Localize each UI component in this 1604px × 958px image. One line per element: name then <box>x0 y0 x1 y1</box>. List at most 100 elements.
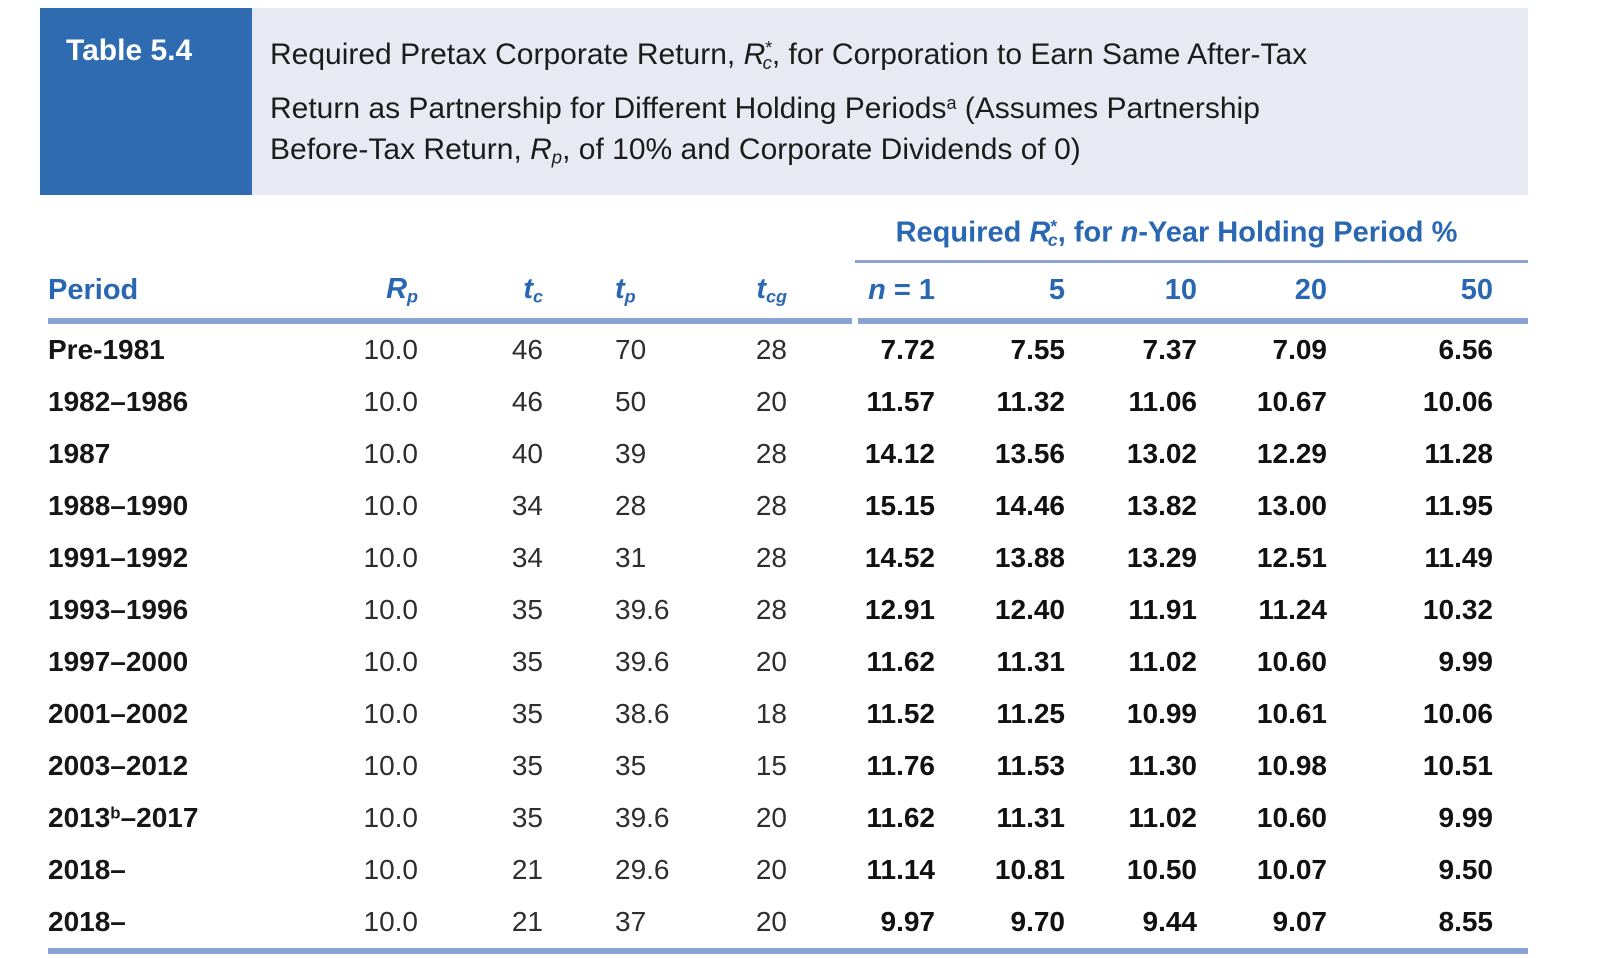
column-header-tcg: tcg <box>756 273 787 307</box>
cell-n20: 10.60 <box>1256 646 1327 678</box>
cell-n20: 10.60 <box>1256 802 1327 834</box>
table-title-line1: Required Pretax Corporate Return, R*c, f… <box>270 37 1308 73</box>
cell-n10: 13.29 <box>1126 542 1197 574</box>
cell-n5: 11.25 <box>996 698 1065 730</box>
cell-rp: 10.0 <box>363 386 419 418</box>
cell-tc: 21 <box>511 906 543 938</box>
cell-rp: 10.0 <box>363 542 419 574</box>
cell-n20: 13.00 <box>1256 490 1327 522</box>
cell-rp: 10.0 <box>363 334 419 366</box>
cell-period: 1991–1992 <box>48 542 189 574</box>
cell-period: 2018– <box>48 906 126 938</box>
cell-tp: 35 <box>615 750 647 782</box>
table-row: 1988–1990 10.0 34 28 28 15.15 14.46 13.8… <box>48 480 1528 532</box>
cell-n20: 12.29 <box>1256 438 1327 470</box>
cell-period: 1993–1996 <box>48 594 189 626</box>
table-title-line2: Return as Partnership for Different Hold… <box>270 91 1260 125</box>
group-header-required-rc: Required R*c, for n-Year Holding Period … <box>855 195 1528 264</box>
cell-tcg: 20 <box>755 802 787 834</box>
cell-n5: 11.32 <box>996 386 1065 418</box>
cell-n5: 13.88 <box>994 542 1065 574</box>
cell-n50: 9.50 <box>1438 854 1494 886</box>
cell-tp: 37 <box>615 906 647 938</box>
cell-period: 2018– <box>48 854 126 886</box>
column-header-tp: tp <box>615 273 636 307</box>
cell-n5: 9.70 <box>1010 906 1066 938</box>
cell-n10: 11.02 <box>1128 802 1197 834</box>
cell-tp: 39 <box>615 438 647 470</box>
cell-n5: 7.55 <box>1010 334 1066 366</box>
table-row: Pre-1981 10.0 46 70 28 7.72 7.55 7.37 7.… <box>48 324 1528 376</box>
cell-n5: 11.53 <box>996 750 1065 782</box>
cell-tp: 29.6 <box>615 854 670 886</box>
table-caption-band: Table 5.4 Required Pretax Corporate Retu… <box>40 8 1528 196</box>
cell-n10: 11.30 <box>1128 750 1197 782</box>
cell-n50: 11.49 <box>1424 542 1493 574</box>
cell-period: 1982–1986 <box>48 386 189 418</box>
cell-n10: 7.37 <box>1142 334 1198 366</box>
cell-n10: 10.99 <box>1126 698 1197 730</box>
cell-n1: 12.91 <box>864 594 935 626</box>
cell-tc: 40 <box>511 438 543 470</box>
cell-n50: 11.95 <box>1424 490 1493 522</box>
cell-tc: 35 <box>511 802 543 834</box>
table-row: 2018– 10.0 21 37 20 9.97 9.70 9.44 9.07 … <box>48 896 1528 948</box>
cell-n1: 11.62 <box>866 802 935 834</box>
footnote-marker-a: a <box>946 92 957 113</box>
cell-n5: 12.40 <box>994 594 1065 626</box>
column-header-rp: Rp <box>386 273 418 307</box>
cell-tcg: 15 <box>755 750 787 782</box>
cell-n20: 9.07 <box>1272 906 1328 938</box>
cell-n1: 11.52 <box>866 698 935 730</box>
cell-n10: 9.44 <box>1142 906 1198 938</box>
cell-tcg: 28 <box>755 334 787 366</box>
header-rule-left-segment <box>48 318 852 325</box>
cell-period: Pre-1981 <box>48 334 165 366</box>
table-row: 1982–1986 10.0 46 50 20 11.57 11.32 11.0… <box>48 376 1528 428</box>
cell-n1: 15.15 <box>864 490 935 522</box>
cell-n50: 9.99 <box>1438 646 1494 678</box>
cell-n10: 11.02 <box>1128 646 1197 678</box>
cell-rp: 10.0 <box>363 906 419 938</box>
cell-rp: 10.0 <box>363 438 419 470</box>
footnote-marker-b: b <box>110 803 121 823</box>
cell-rp: 10.0 <box>363 854 419 886</box>
cell-period: 1987 <box>48 438 111 470</box>
cell-tcg: 20 <box>755 386 787 418</box>
column-header-n1: n = 1 <box>868 274 935 307</box>
cell-tp: 39.6 <box>615 802 670 834</box>
cell-tp: 31 <box>615 542 647 574</box>
cell-tc: 34 <box>511 490 543 522</box>
table-row: 1993–1996 10.0 35 39.6 28 12.91 12.40 11… <box>48 584 1528 636</box>
table-row: 2013b–2017 10.0 35 39.6 20 11.62 11.31 1… <box>48 792 1528 844</box>
table-number-label: Table 5.4 <box>40 8 252 196</box>
table-row: 2018– 10.0 21 29.6 20 11.14 10.81 10.50 … <box>48 844 1528 896</box>
cell-n1: 14.52 <box>864 542 935 574</box>
cell-period: 1997–2000 <box>48 646 189 678</box>
cell-n50: 10.06 <box>1422 386 1493 418</box>
cell-n5: 14.46 <box>994 490 1065 522</box>
cell-n50: 11.28 <box>1424 438 1493 470</box>
cell-n20: 10.07 <box>1256 854 1327 886</box>
column-header-n50: 50 <box>1460 274 1493 307</box>
table-row: 2003–2012 10.0 35 35 15 11.76 11.53 11.3… <box>48 740 1528 792</box>
header-rule-right-segment <box>858 318 1528 325</box>
column-header-n10: 10 <box>1164 274 1197 307</box>
cell-rp: 10.0 <box>363 802 419 834</box>
column-header-n5: 5 <box>1048 274 1065 307</box>
group-header-spacer <box>48 195 855 263</box>
cell-n20: 7.09 <box>1272 334 1328 366</box>
header-rule <box>48 318 1528 325</box>
cell-tcg: 28 <box>755 438 787 470</box>
cell-tp: 39.6 <box>615 646 670 678</box>
cell-tp: 50 <box>615 386 647 418</box>
table-title-line3: Before-Tax Return, Rp, of 10% and Corpor… <box>270 132 1081 168</box>
cell-n1: 11.76 <box>866 750 935 782</box>
cell-tc: 46 <box>511 386 543 418</box>
cell-rp: 10.0 <box>363 490 419 522</box>
cell-n50: 8.55 <box>1438 906 1494 938</box>
data-table: Required R*c, for n-Year Holding Period … <box>48 195 1528 955</box>
cell-period: 2003–2012 <box>48 750 189 782</box>
cell-n10: 11.06 <box>1128 386 1197 418</box>
column-header-tc: tc <box>523 273 543 307</box>
